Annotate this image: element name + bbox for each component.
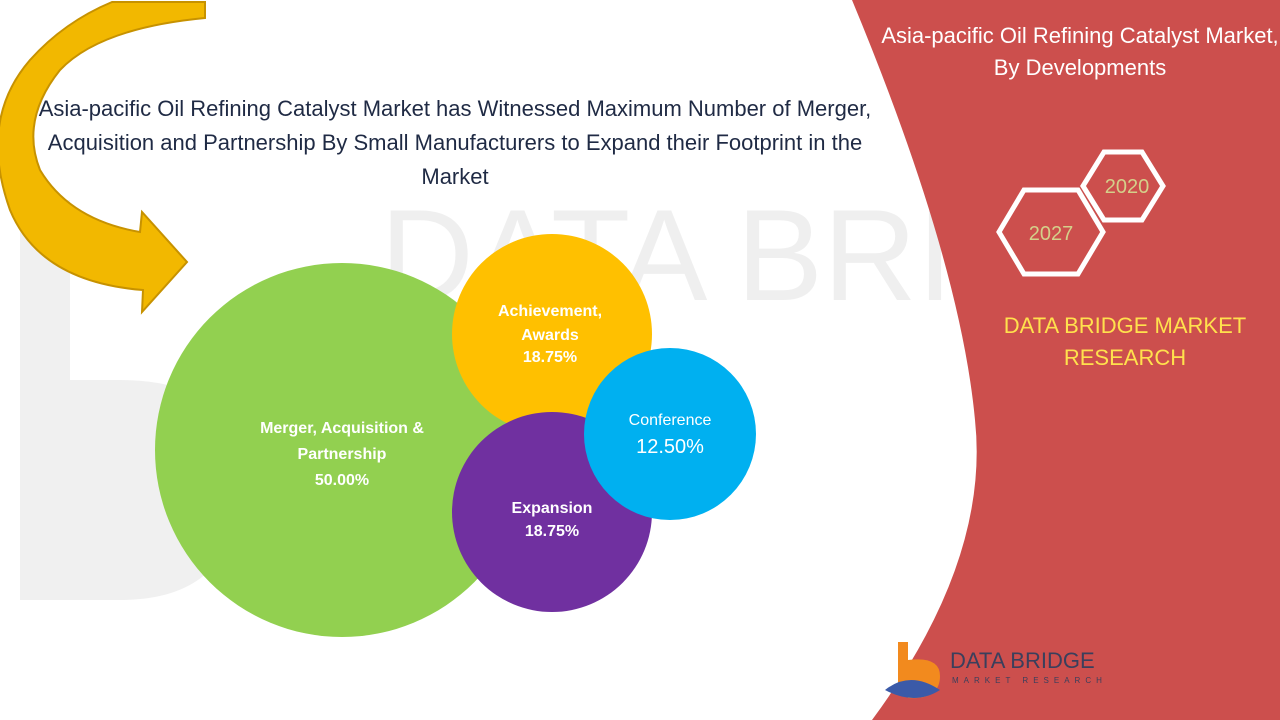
hexagon-2027 <box>996 187 1106 277</box>
hexagon-2020 <box>1080 149 1166 223</box>
side-panel <box>852 0 1280 720</box>
bubble-achievement-label-line2: Awards <box>521 327 579 344</box>
bubble-chart: Merger, Acquisition & Partnership 50.00%… <box>155 234 756 637</box>
bubble-merger-value: 50.00% <box>315 472 369 489</box>
bubble-merger-label-line1: Merger, Acquisition & <box>260 420 424 437</box>
bubble-expansion-value: 18.75% <box>525 523 579 540</box>
curved-arrow-icon <box>0 1 206 315</box>
year-start-label: 2020 <box>1105 176 1150 198</box>
bubble-merger-label-line2: Partnership <box>298 446 387 463</box>
brand-name: DATA BRIDGE MARKET RESEARCH <box>1003 313 1247 370</box>
bubble-merger <box>155 263 529 637</box>
bubble-expansion-label: Expansion <box>512 500 593 517</box>
panel-title: Asia-pacific Oil Refining Catalyst Marke… <box>881 23 1279 80</box>
bubble-conference <box>584 348 756 520</box>
logo-tagline: MARKET RESEARCH <box>952 676 1107 685</box>
year-hexagons: 2020 2027 <box>996 149 1166 277</box>
bubble-conference-value: 12.50% <box>636 436 704 458</box>
headline: Asia-pacific Oil Refining Catalyst Marke… <box>38 96 872 189</box>
bubble-achievement-label-line1: Achievement, <box>498 303 602 320</box>
bubble-conference-label: Conference <box>629 412 712 429</box>
logo-name: DATA BRIDGE <box>950 648 1095 673</box>
bubble-achievement-value: 18.75% <box>523 349 577 366</box>
year-end-label: 2027 <box>1029 223 1074 245</box>
data-bridge-logo-icon <box>885 642 940 699</box>
